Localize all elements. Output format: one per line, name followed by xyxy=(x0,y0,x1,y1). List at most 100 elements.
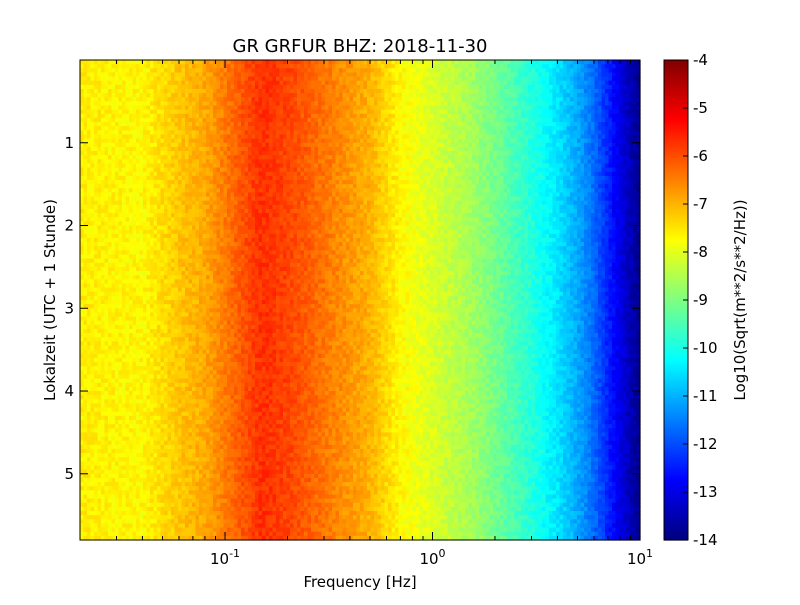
heatmap-cell xyxy=(136,254,141,260)
heatmap-cell xyxy=(143,258,148,264)
heatmap-cell xyxy=(132,308,137,314)
heatmap-cell xyxy=(227,109,232,115)
heatmap-cell xyxy=(101,312,106,318)
heatmap-cell xyxy=(125,345,130,351)
heatmap-cell xyxy=(167,258,172,264)
heatmap-cell xyxy=(195,122,200,127)
heatmap-cell xyxy=(101,134,106,140)
heatmap-cell xyxy=(199,97,204,102)
heatmap-cell xyxy=(80,200,85,206)
heatmap-cell xyxy=(104,337,109,342)
heatmap-cell xyxy=(216,362,221,367)
heatmap-cell xyxy=(139,473,144,479)
heatmap-cell xyxy=(122,494,127,500)
heatmap-cell xyxy=(80,258,85,264)
heatmap-cell xyxy=(150,448,155,454)
heatmap-cell xyxy=(94,76,99,82)
heatmap-cell xyxy=(213,486,218,491)
heatmap-cell xyxy=(220,200,225,206)
heatmap-cell xyxy=(153,482,158,487)
heatmap-cell xyxy=(220,328,225,334)
heatmap-cell xyxy=(157,502,162,508)
heatmap-cell xyxy=(195,312,200,318)
heatmap-cell xyxy=(195,275,200,280)
heatmap-cell xyxy=(216,386,221,392)
heatmap-cell xyxy=(213,349,218,355)
heatmap-cell xyxy=(125,279,130,285)
heatmap-cell xyxy=(206,237,211,243)
heatmap-cell xyxy=(181,316,186,322)
heatmap-cell xyxy=(115,378,120,384)
heatmap-cell xyxy=(122,84,127,90)
heatmap-cell xyxy=(157,80,162,86)
heatmap-cell xyxy=(101,213,106,218)
heatmap-cell xyxy=(185,237,190,243)
heatmap-cell xyxy=(174,312,179,318)
heatmap-cell xyxy=(129,130,134,136)
heatmap-cell xyxy=(115,328,120,334)
heatmap-cell xyxy=(223,353,228,359)
heatmap-cell xyxy=(188,254,193,260)
heatmap-cell xyxy=(188,366,193,371)
heatmap-cell xyxy=(192,320,197,326)
heatmap-cell xyxy=(101,337,106,342)
heatmap-cell xyxy=(164,93,169,98)
heatmap-cell xyxy=(146,113,151,119)
heatmap-cell xyxy=(146,378,151,384)
heatmap-cell xyxy=(216,424,221,429)
heatmap-cell xyxy=(174,295,179,301)
heatmap-cell xyxy=(150,258,155,264)
heatmap-cell xyxy=(94,391,99,396)
heatmap-cell xyxy=(87,146,92,152)
heatmap-cell xyxy=(139,88,144,94)
heatmap-cell xyxy=(129,333,134,338)
heatmap-cell xyxy=(87,180,92,185)
heatmap-cell xyxy=(80,163,85,169)
heatmap-cell xyxy=(199,399,204,405)
heatmap-cell xyxy=(167,515,172,520)
heatmap-cell xyxy=(160,84,165,90)
heatmap-cell xyxy=(178,461,183,467)
heatmap-cell xyxy=(125,465,130,471)
heatmap-cell xyxy=(122,258,127,264)
heatmap-cell xyxy=(171,151,176,156)
heatmap-cell xyxy=(164,469,169,475)
heatmap-cell xyxy=(192,391,197,396)
heatmap-cell xyxy=(157,117,162,123)
heatmap-cell xyxy=(87,506,92,512)
heatmap-cell xyxy=(139,320,144,326)
heatmap-cell xyxy=(83,233,88,239)
heatmap-cell xyxy=(122,432,127,438)
heatmap-cell xyxy=(199,448,204,454)
heatmap-cell xyxy=(167,477,172,483)
heatmap-cell xyxy=(171,308,176,314)
heatmap-cell xyxy=(153,341,158,347)
heatmap-cell xyxy=(188,341,193,347)
heatmap-cell xyxy=(209,535,214,541)
heatmap-cell xyxy=(94,395,99,400)
heatmap-cell xyxy=(129,399,134,405)
heatmap-cell xyxy=(195,535,200,541)
heatmap-cell xyxy=(104,84,109,90)
heatmap-cell xyxy=(216,374,221,380)
heatmap-cell xyxy=(129,328,134,334)
heatmap-cell xyxy=(90,175,95,181)
heatmap-cell xyxy=(146,134,151,140)
heatmap-cell xyxy=(227,357,232,363)
heatmap-cell xyxy=(139,159,144,165)
heatmap-cell xyxy=(146,126,151,131)
heatmap-cell xyxy=(192,237,197,243)
heatmap-cell xyxy=(185,180,190,185)
heatmap-cell xyxy=(125,366,130,371)
heatmap-cell xyxy=(150,151,155,156)
heatmap-cell xyxy=(115,242,120,247)
heatmap-cell xyxy=(150,105,155,111)
heatmap-cell xyxy=(220,415,225,421)
heatmap-cell xyxy=(209,482,214,487)
heatmap-cell xyxy=(108,469,113,475)
heatmap-cell xyxy=(83,105,88,111)
heatmap-cell xyxy=(192,126,197,131)
heatmap-cell xyxy=(213,246,218,251)
heatmap-cell xyxy=(192,428,197,434)
heatmap-cell xyxy=(122,415,127,421)
